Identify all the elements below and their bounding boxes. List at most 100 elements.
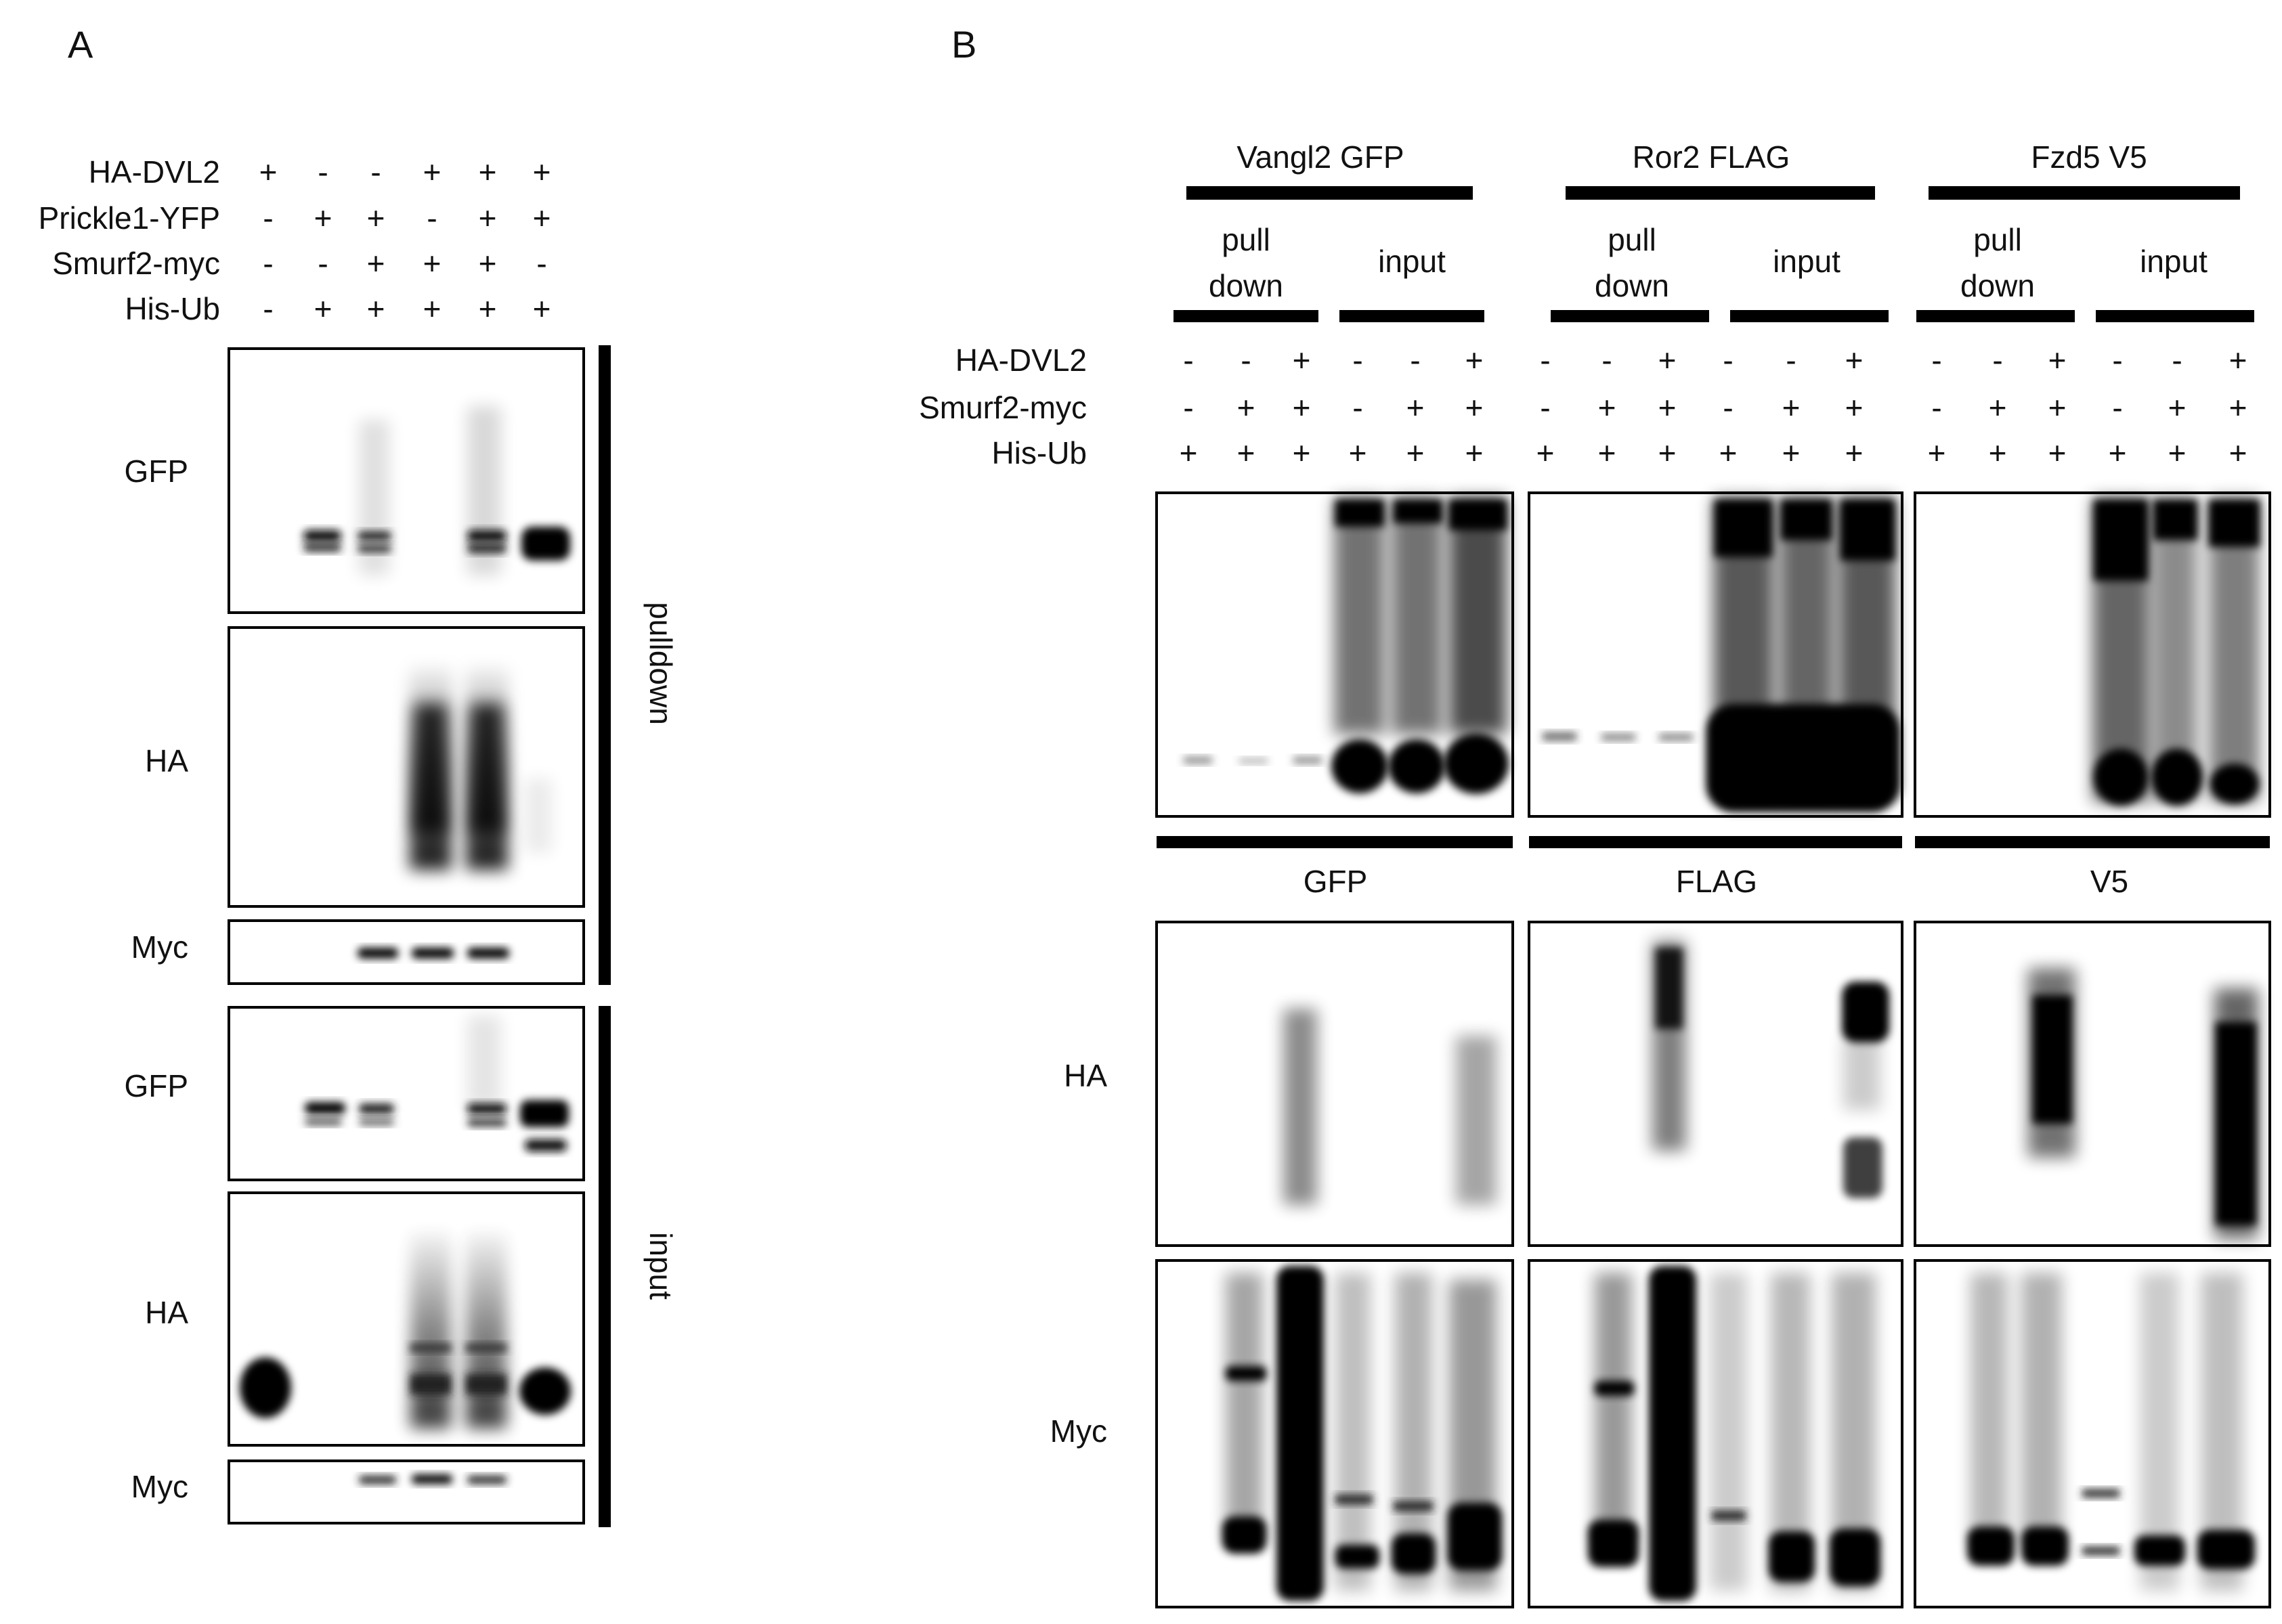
band-smear [466, 1232, 507, 1428]
band-blob [2094, 749, 2148, 806]
blot-bands-ha-input [240, 1232, 571, 1428]
condition-sign: + [1293, 435, 1311, 470]
condition-sign: - [1352, 343, 1362, 378]
band-smear [1334, 498, 1385, 734]
band [1293, 757, 1322, 764]
condition-sign: + [2229, 343, 2247, 378]
blot-frame [228, 1006, 585, 1181]
band [1659, 734, 1693, 741]
condition-sign: + [1989, 435, 2007, 470]
panel-b: B Vangl2 GFP pull down input Ror2 FLAG p… [919, 23, 2271, 1608]
condition-sign: - [370, 154, 381, 190]
condition-sign: + [479, 246, 497, 281]
group-bar [1186, 186, 1473, 200]
condition-sign: - [318, 154, 328, 190]
band [1712, 1511, 1746, 1520]
band [1706, 704, 1899, 812]
blot-bands-vangl2-top [1184, 498, 1509, 794]
condition-sign: + [1782, 390, 1801, 425]
condition-sign: + [2048, 390, 2067, 425]
band [467, 1118, 507, 1126]
band-blob [2210, 764, 2259, 804]
blot-label-gfp: GFP [124, 454, 188, 489]
condition-sign: - [1540, 390, 1550, 425]
tag-label-gfp: GFP [1304, 864, 1368, 899]
condition-label-ha-dvl2: HA-DVL2 [955, 343, 1087, 378]
band-blob [240, 1357, 291, 1418]
sub-label-input: input [1378, 244, 1446, 279]
condition-sign: + [479, 154, 497, 190]
condition-sign: + [367, 246, 385, 281]
condition-sign: + [1658, 390, 1677, 425]
condition-sign: + [367, 200, 385, 236]
tag-label-v5: V5 [2090, 864, 2128, 899]
condition-label-smurf2-myc: Smurf2-myc [919, 390, 1087, 425]
blot-bands-ha-pulldown [410, 667, 552, 870]
band [359, 1476, 396, 1484]
condition-sign: - [427, 200, 437, 236]
band [410, 1344, 451, 1352]
condition-sign: + [1989, 390, 2007, 425]
condition-sign: + [2109, 435, 2127, 470]
condition-sign: + [1845, 390, 1864, 425]
condition-sign: - [318, 246, 328, 281]
band [1448, 1503, 1502, 1571]
panel-a-blots [228, 347, 585, 1524]
blot-frame [228, 1460, 585, 1524]
band [1649, 1266, 1696, 1601]
ip-bar-v5 [1915, 836, 2270, 848]
band-blob [1444, 733, 1509, 794]
condition-label-smurf2-myc: Smurf2-myc [52, 246, 220, 281]
condition-sign: + [533, 291, 551, 326]
ip-bar-gfp [1157, 836, 1513, 848]
condition-sign: + [1598, 435, 1616, 470]
band [305, 1118, 342, 1125]
group-bar [1929, 186, 2240, 200]
band-smear [1392, 498, 1442, 734]
band [525, 1139, 567, 1151]
condition-sign: - [1786, 343, 1796, 378]
condition-sign: - [1241, 343, 1251, 378]
band [2153, 500, 2197, 540]
condition-sign: + [1536, 435, 1555, 470]
blot-label-ha: HA [145, 1295, 188, 1330]
condition-sign: + [1658, 435, 1677, 470]
band [303, 530, 341, 542]
group-title: Ror2 FLAG [1633, 139, 1790, 175]
band [1830, 1529, 1880, 1586]
blot-frame [228, 347, 585, 614]
band [1843, 1137, 1882, 1198]
band [2021, 1527, 2069, 1566]
condition-sign: - [1183, 390, 1193, 425]
condition-label-ha-dvl2: HA-DVL2 [89, 154, 220, 190]
condition-label-his-ub: His-Ub [125, 291, 220, 326]
condition-sign: + [314, 200, 332, 236]
condition-sign: + [1180, 435, 1198, 470]
band [1226, 1366, 1266, 1381]
band [2216, 1022, 2256, 1225]
band [466, 1344, 507, 1352]
band [305, 1102, 345, 1114]
panel-b-myc-blots [1155, 1259, 2271, 1608]
condition-sign: - [1723, 343, 1733, 378]
sub-bar-pulldown [1551, 310, 1709, 322]
band [410, 1374, 451, 1395]
panel-a-condition-table: HA-DVL2 Prickle1-YFP Smurf2-myc His-Ub +… [39, 154, 551, 326]
condition-sign: + [533, 154, 551, 190]
band [2209, 500, 2260, 547]
condition-sign: - [263, 291, 273, 326]
group-header-fzd5-v5: Fzd5 V5 pull down input [1916, 139, 2254, 322]
sub-bar-input [2096, 310, 2254, 322]
band-smear [1843, 1036, 1880, 1110]
blot-label-myc: Myc [131, 1469, 188, 1504]
panel-b-signs: - - + - - + - + + - + + + + + + + + - - + - - + - + + - + + + + + + + + - - + -… [1180, 343, 2247, 470]
sub-label-input: input [1773, 244, 1840, 279]
condition-sign: + [1406, 390, 1425, 425]
panel-a-letter: A [68, 23, 93, 66]
band-blob [2151, 749, 2203, 806]
condition-sign: + [1465, 390, 1484, 425]
panel-b-top-blots [1155, 491, 2271, 818]
band [359, 1103, 394, 1114]
condition-sign: + [1658, 343, 1677, 378]
